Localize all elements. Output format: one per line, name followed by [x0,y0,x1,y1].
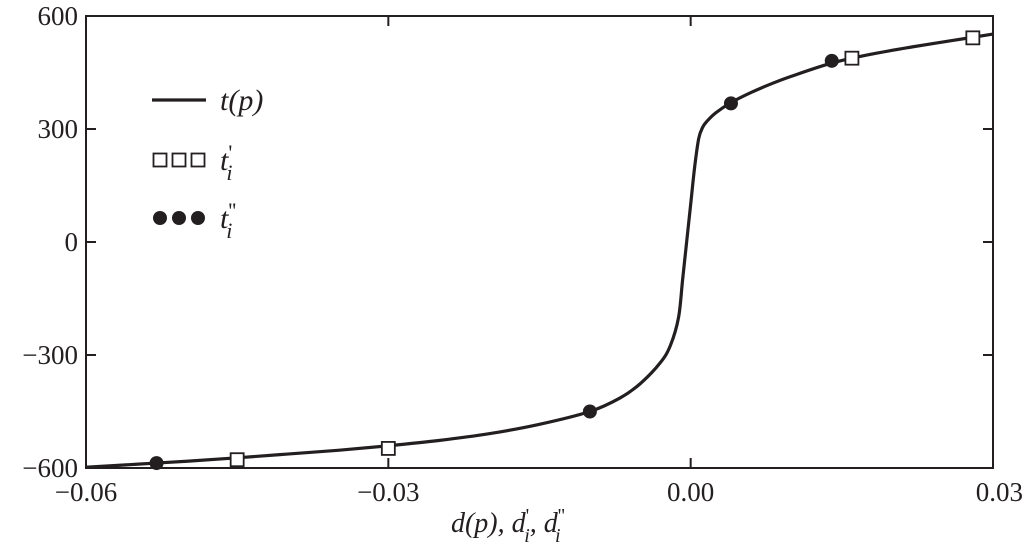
legend-square-swatch [152,152,168,168]
series-line-group [85,32,994,469]
legend-label: t'' i [220,198,236,243]
x-tick-label: 0.00 [667,477,714,507]
legend-square-swatch [171,152,187,168]
x-tick-label: −0.03 [357,477,419,507]
circle-marker [723,96,738,111]
square-marker [965,30,981,46]
square-marker [380,441,396,456]
legend-circle-swatch [153,211,167,225]
legend-label: t(p) [220,84,263,117]
series-line-t-p [85,32,994,469]
y-tick-label: 600 [38,1,79,31]
legend-square-swatch [190,152,206,168]
square-marker [844,50,860,66]
square-marker [229,452,245,468]
y-tick-label: 0 [65,227,79,257]
legend-circle-swatch [172,211,186,225]
series-markers-group [149,30,981,471]
legend-label: t' i [220,140,232,185]
y-tick-label: 300 [38,114,79,144]
legend-circle-swatch [191,211,205,225]
circle-marker [824,53,839,68]
x-tick-label: 0.03 [976,477,1023,507]
y-tick-label: −600 [22,453,78,483]
y-tick-label: −300 [22,340,78,370]
circle-marker [582,404,597,419]
x-axis-title: d(p), d' i, d'' i [451,505,565,547]
tick-labels: −0.06 −0.03 0.00 0.03 600 300 0 −300 −600 [22,1,1023,507]
x-tick-label: −0.06 [55,477,117,507]
legend: t(p) t' i t'' i [152,84,263,243]
circle-marker [149,456,164,471]
